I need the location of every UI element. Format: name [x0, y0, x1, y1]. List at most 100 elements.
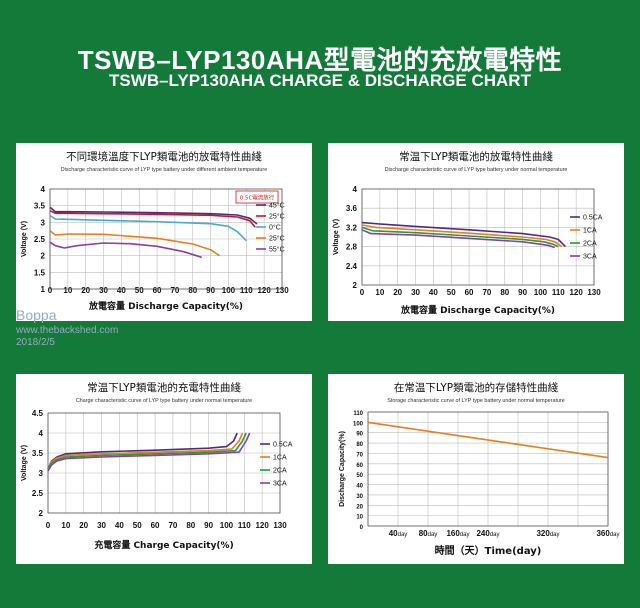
y-tick-label: 2 — [353, 281, 358, 290]
legend-label: 3CA — [273, 481, 287, 488]
x-tick-label: 0 — [46, 521, 51, 530]
y-tick-label: 2 — [41, 252, 46, 261]
x-tick-label: 30 — [411, 288, 420, 297]
x-tick-label: 40 — [115, 521, 124, 530]
y-tick-label: 2.5 — [34, 235, 46, 244]
y-tick-label: 3 — [39, 469, 44, 478]
x-tick-label: 0 — [360, 288, 365, 297]
y-tick-label: 3.2 — [346, 223, 358, 232]
chart-title: 常温下LYP類電池的放電特性曲綫 — [399, 150, 553, 163]
y-tick-label: 70 — [356, 452, 363, 458]
x-tick-label: 70 — [170, 286, 179, 295]
y-tick-label: 2.5 — [32, 489, 44, 498]
x-tick-label: 10 — [375, 288, 384, 297]
chart-3-svg: 常温下LYP類電池的充電特性曲綫 Charge characteristic cu… — [21, 381, 293, 551]
x-tick-label: 10 — [63, 286, 72, 295]
y-axis-label: Voltage (V) — [21, 221, 28, 257]
y-tick-label: 3 — [41, 218, 46, 227]
legend-label: 1CA — [583, 228, 597, 235]
chart-panel-2: 常温下LYP類電池的放電特性曲綫 Discharge characteristic… — [328, 143, 624, 321]
x-tick-label: 80 — [186, 521, 195, 530]
x-tick-label: 40day — [389, 529, 408, 538]
x-tick-label: 90 — [518, 288, 527, 297]
chart-panel-4: 在常温下LYP類電池的存儲特性曲綫 Storage characteristic … — [328, 374, 624, 564]
y-tick-label: 60 — [356, 463, 363, 469]
legend-label: 3CA — [583, 254, 597, 261]
x-tick-label: 50 — [133, 521, 142, 530]
chart-subtitle: Charge characteristic curve of LYP type … — [76, 398, 252, 404]
chart-1-svg: 不同環境溫度下LYP類電池的放電特性曲綫 Discharge characteri… — [21, 150, 289, 312]
y-tick-label: 40 — [356, 484, 363, 490]
header-title-en: TSWB–LYP130AHA CHARGE & DISCHARGE CHART — [109, 71, 531, 90]
x-tick-label: 90 — [204, 521, 213, 530]
x-tick-label: 80 — [188, 286, 197, 295]
legend-label: 55°C — [269, 246, 285, 254]
series-line — [49, 215, 247, 242]
series-line — [47, 432, 238, 470]
x-tick-label: 130 — [275, 286, 289, 295]
series-line — [49, 206, 258, 225]
plot-frame — [367, 411, 609, 527]
y-tick-label: 3.5 — [34, 202, 46, 211]
chart-2-svg: 常温下LYP類電池的放電特性曲綫 Discharge characteristic… — [333, 150, 603, 316]
x-tick-label: 100 — [220, 521, 234, 530]
note-box — [235, 190, 279, 204]
x-axis-label: 放電容量 Discharge Capacity(%) — [400, 304, 555, 316]
legend-label: 45°C — [269, 202, 285, 210]
y-tick-label: 50 — [356, 473, 363, 479]
x-tick-label: 120 — [569, 288, 583, 297]
watermark-date: 2018/2/5 — [16, 337, 55, 348]
x-tick-label: 80 — [500, 288, 509, 297]
y-tick-label: 10 — [356, 515, 363, 521]
x-tick-label: 60 — [465, 288, 474, 297]
chart-subtitle: Discharge characteristic curve of LYP ty… — [385, 167, 568, 173]
x-tick-label: 110 — [238, 521, 251, 530]
x-tick-label: 240day — [476, 529, 499, 538]
legend-label: 2CA — [273, 468, 287, 475]
chart-panel-1: 不同環境溫度下LYP類電池的放電特性曲綫 Discharge characteri… — [16, 143, 312, 321]
series-line — [361, 226, 559, 248]
x-tick-label: 40 — [117, 286, 126, 295]
x-axis-label: 放電容量 Discharge Capacity(%) — [88, 300, 243, 312]
legend-label: 0.5CA — [273, 442, 293, 449]
x-tick-label: 40 — [429, 288, 438, 297]
legend-label: 0°C — [269, 224, 281, 232]
legend-label: 0.5CA — [583, 215, 603, 222]
x-tick-label: 50 — [447, 288, 456, 297]
x-tick-label: 0 — [48, 286, 53, 295]
chart-subtitle: Discharge characteristic curve of LYP ty… — [61, 167, 267, 173]
y-tick-label: 2 — [39, 509, 44, 518]
y-tick-label: 3.6 — [346, 204, 358, 213]
chart-title: 不同環境溫度下LYP類電池的放電特性曲綫 — [66, 150, 262, 163]
x-tick-label: 80day — [419, 529, 438, 538]
y-tick-label: 2.4 — [346, 262, 358, 271]
x-tick-label: 130 — [273, 521, 287, 530]
series-line — [361, 229, 555, 249]
y-tick-label: 3.5 — [32, 449, 44, 458]
y-tick-label: 2.8 — [346, 243, 358, 252]
plot-frame — [47, 412, 281, 514]
x-tick-label: 20 — [81, 286, 90, 295]
plot-frame — [361, 188, 595, 286]
chart-title: 常温下LYP類電池的充電特性曲綫 — [87, 381, 241, 394]
series-line — [49, 241, 202, 259]
y-axis-label: Voltage (V) — [21, 445, 28, 481]
x-tick-label: 20 — [79, 521, 88, 530]
y-tick-label: 90 — [356, 432, 363, 438]
y-tick-label: 4 — [353, 185, 358, 194]
series-line — [361, 221, 566, 248]
y-tick-label: 1.5 — [34, 268, 46, 277]
series-line — [47, 432, 251, 472]
y-tick-label: 0 — [360, 525, 364, 531]
legend-label: 25°C — [269, 213, 285, 221]
y-tick-label: 30 — [356, 494, 363, 500]
x-tick-label: 130 — [587, 288, 601, 297]
series-line — [47, 432, 244, 470]
x-tick-label: 120 — [255, 521, 269, 530]
series-line — [47, 432, 247, 470]
series-line — [361, 224, 563, 248]
x-tick-label: 90 — [206, 286, 215, 295]
chart-subtitle: Storage characteristic curve of LYP type… — [387, 398, 564, 404]
legend-label: 1CA — [273, 455, 287, 462]
legend-label: 25°C — [269, 235, 285, 243]
